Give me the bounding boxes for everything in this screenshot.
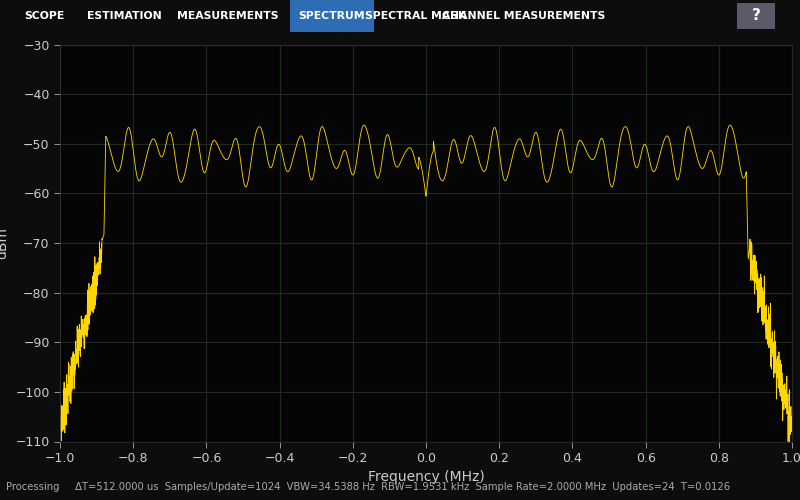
Text: ?: ? — [751, 8, 761, 24]
Y-axis label: dBm: dBm — [0, 227, 10, 259]
Bar — [737, 3, 775, 29]
Text: MEASUREMENTS: MEASUREMENTS — [178, 11, 278, 21]
X-axis label: Frequency (MHz): Frequency (MHz) — [368, 470, 484, 484]
Text: Processing     ΔT=512.0000 us  Samples/Update=1024  VBW=34.5388 Hz  RBW=1.9531 k: Processing ΔT=512.0000 us Samples/Update… — [6, 482, 730, 492]
Text: SPECTRUM: SPECTRUM — [298, 11, 366, 21]
Text: SPECTRAL MASK: SPECTRAL MASK — [366, 11, 466, 21]
Text: ESTIMATION: ESTIMATION — [86, 11, 162, 21]
Bar — [290, 0, 374, 32]
Text: SCOPE: SCOPE — [24, 11, 64, 21]
Text: CHANNEL MEASUREMENTS: CHANNEL MEASUREMENTS — [442, 11, 606, 21]
